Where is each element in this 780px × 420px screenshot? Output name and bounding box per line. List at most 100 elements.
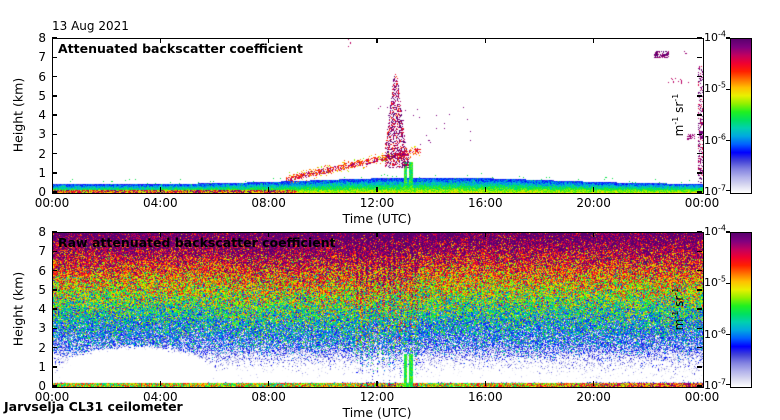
ytick-mark-right-bottom-2 — [697, 346, 702, 349]
ytick-mark-right-bottom-6 — [697, 269, 702, 272]
xtick-mark-bottom-bottom-3 — [376, 381, 378, 386]
ytick-mark-top-7 — [52, 56, 57, 58]
colorbar-tick-mark-bottom-0 — [726, 231, 730, 233]
ytick-mark-right-top-7 — [697, 56, 702, 58]
ytick-label-top-2: 2 — [38, 146, 46, 161]
ytick-mark-right-top-0 — [697, 191, 702, 193]
ytick-mark-right-top-3 — [697, 133, 702, 135]
xtick-label-top-2: 08:00 — [251, 196, 286, 210]
xtick-mark-top-bottom-5 — [592, 232, 595, 237]
ytick-mark-right-bottom-8 — [697, 231, 702, 233]
ytick-label-top-6: 6 — [38, 69, 46, 84]
colorbar-tick-top-0: 10-4 — [704, 29, 726, 44]
ytick-label-bottom-2: 2 — [38, 340, 46, 355]
xtick-label-bottom-6: 00:00 — [684, 390, 720, 404]
xtick-mark-top-bottom-3 — [376, 232, 378, 237]
xtick-mark-bottom-top-5 — [592, 187, 595, 192]
colorbar-tick-mark-top-1 — [726, 88, 730, 91]
ytick-mark-top-0 — [52, 191, 57, 193]
ytick-mark-right-bottom-0 — [697, 385, 702, 387]
xtick-mark-top-top-2 — [267, 38, 270, 43]
ytick-label-top-8: 8 — [38, 31, 46, 45]
y-axis-label-text-top: Height (km) — [10, 77, 26, 153]
panel-attenuated-backscatter: Attenuated backscatter coefficient — [52, 38, 704, 194]
colorbar-tick-top-2: 10-6 — [704, 132, 726, 147]
ytick-mark-right-bottom-5 — [697, 289, 702, 291]
xtick-mark-top-bottom-1 — [159, 232, 162, 237]
panel-title-bottom: Raw attenuated backscatter coefficient — [58, 235, 336, 250]
colorbar-unit-text-top: m-1 sr-1 — [671, 93, 686, 137]
ytick-mark-bottom-5 — [52, 289, 57, 291]
ytick-mark-bottom-0 — [52, 385, 57, 387]
colorbar-unit-top: m-1 sr-1 — [670, 38, 688, 192]
attenuated-backscatter-heatmap — [53, 39, 703, 193]
ytick-mark-bottom-8 — [52, 231, 57, 233]
ytick-mark-right-top-2 — [697, 152, 702, 155]
xtick-label-top-6: 00:00 — [684, 196, 720, 210]
colorbar-tick-mark-top-0 — [726, 37, 730, 39]
ytick-mark-right-bottom-4 — [697, 308, 702, 310]
ytick-mark-right-top-8 — [697, 37, 702, 39]
ytick-mark-top-4 — [52, 114, 57, 116]
colorbar-unit-bottom: m-1 sr-1 — [670, 232, 688, 386]
colorbar-gradient-bottom — [731, 233, 751, 387]
colorbar-tick-bottom-2: 10-6 — [704, 326, 726, 341]
ytick-mark-bottom-1 — [52, 366, 57, 368]
colorbar-tick-mark-bottom-2 — [726, 333, 730, 336]
x-axis-label-top: Time (UTC) — [342, 211, 412, 226]
ytick-mark-bottom-3 — [52, 327, 57, 329]
colorbar-gradient-top — [731, 39, 751, 193]
colorbar-tick-bottom-3: 10-7 — [704, 377, 726, 392]
xtick-mark-bottom-bottom-4 — [484, 381, 487, 386]
ytick-mark-bottom-2 — [52, 346, 57, 349]
xtick-mark-top-bottom-2 — [267, 232, 270, 237]
colorbar-tick-bottom-1: 10-5 — [704, 274, 726, 290]
xtick-label-top-5: 20:00 — [576, 196, 611, 210]
ytick-mark-top-5 — [52, 95, 57, 97]
ytick-mark-top-3 — [52, 133, 57, 135]
ytick-mark-bottom-4 — [52, 308, 57, 310]
ytick-label-bottom-8: 8 — [38, 225, 46, 239]
ytick-label-bottom-5: 5 — [38, 282, 46, 297]
xtick-mark-bottom-bottom-2 — [267, 381, 270, 386]
ytick-mark-right-top-5 — [697, 95, 702, 97]
colorbar-top — [730, 38, 752, 194]
xtick-mark-top-bottom-4 — [484, 232, 487, 237]
ytick-label-top-0: 0 — [38, 185, 46, 199]
colorbar-tick-bottom-0: 10-4 — [704, 223, 726, 238]
xtick-mark-top-top-3 — [376, 38, 378, 43]
ytick-label-top-5: 5 — [38, 88, 46, 103]
colorbar-tick-mark-top-2 — [726, 139, 730, 142]
xtick-label-bottom-3: 12:00 — [359, 390, 395, 404]
panel-raw-attenuated-backscatter: Raw attenuated backscatter coefficient — [52, 232, 704, 388]
colorbar-tick-mark-top-3 — [726, 189, 730, 192]
ytick-mark-bottom-7 — [52, 250, 57, 252]
y-axis-label-bottom: Height (km) — [8, 232, 28, 386]
y-axis-label-top: Height (km) — [8, 38, 28, 192]
colorbar-tick-top-3: 10-7 — [704, 183, 726, 198]
ytick-mark-right-top-4 — [697, 114, 702, 116]
colorbar-tick-mark-bottom-3 — [726, 383, 730, 386]
xtick-mark-bottom-bottom-1 — [159, 381, 162, 386]
colorbar-tick-top-1: 10-5 — [704, 80, 726, 96]
ytick-label-bottom-4: 4 — [38, 302, 46, 316]
xtick-label-top-1: 04:00 — [143, 196, 178, 210]
raw-attenuated-backscatter-heatmap — [53, 233, 703, 387]
instrument-footer-label: Jarvselja CL31 ceilometer — [4, 399, 183, 414]
xtick-mark-bottom-top-1 — [159, 187, 162, 192]
ytick-mark-top-1 — [52, 172, 57, 174]
xtick-label-top-3: 12:00 — [359, 196, 395, 210]
colorbar-tick-mark-bottom-1 — [726, 282, 730, 285]
panel-title-top: Attenuated backscatter coefficient — [58, 41, 303, 56]
xtick-label-bottom-5: 20:00 — [576, 390, 611, 404]
xtick-mark-top-top-1 — [159, 38, 162, 43]
ytick-mark-top-2 — [52, 152, 57, 155]
xtick-label-bottom-0: 00:00 — [34, 390, 70, 404]
ytick-label-bottom-7: 7 — [38, 244, 46, 259]
ytick-label-bottom-6: 6 — [38, 263, 46, 278]
date-label: 13 Aug 2021 — [52, 19, 129, 33]
xtick-label-top-0: 00:00 — [34, 196, 70, 210]
xtick-label-bottom-1: 04:00 — [143, 390, 178, 404]
ytick-label-bottom-0: 0 — [38, 379, 46, 393]
